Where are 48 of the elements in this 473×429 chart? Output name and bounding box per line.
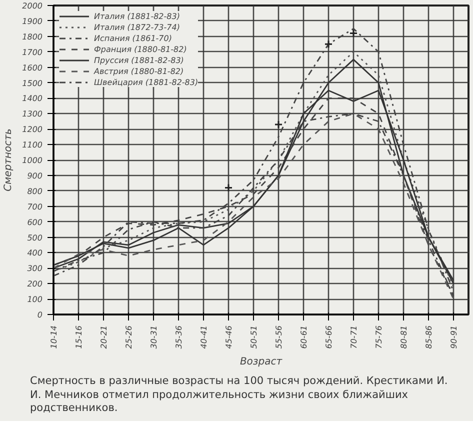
y-tick-label: 500 [27, 233, 43, 242]
y-tick-label: 900 [27, 171, 43, 180]
y-tick-label: 1900 [22, 16, 42, 26]
legend-label: Франция (1880-81-82) [94, 44, 187, 54]
y-axis-title: Смертность [3, 128, 14, 192]
y-tick-label: 1300 [22, 110, 42, 119]
x-tick-label: 40-41 [200, 325, 208, 349]
y-tick-label: 1100 [22, 140, 42, 150]
y-tick-label: 2000 [22, 2, 42, 10]
text: Смертность в различные возрасты на 100 тысяч рождений. Крестиками И. И. Мечников отметил продолжительность жизни своих ближайших родственников. [30, 375, 449, 416]
y-tick-label: 100 [27, 295, 43, 304]
y-tick-label: 0 [37, 310, 43, 320]
x-tick-label: 85-86 [424, 325, 434, 349]
y-tick-label: 1000 [22, 156, 42, 165]
y-tick-label: 1200 [22, 125, 42, 134]
y-tick-label: 600 [27, 218, 43, 227]
x-tick-label: 60-61 [300, 325, 308, 349]
y-tick-label: 800 [27, 186, 43, 196]
x-tick-label: 15-16 [74, 325, 84, 349]
legend-label: Испания (1861-70) [94, 33, 172, 43]
y-tick-label: 200 [27, 280, 43, 289]
x-tick-label: 75-76 [374, 325, 384, 349]
x-tick-label: 55-56 [274, 325, 284, 349]
legend-label: Австрия (1880-81-82) [94, 66, 184, 76]
legend-label: Пруссия (1881-82-83) [94, 55, 184, 65]
legend-label: Швейцария (1881-82-83) [94, 77, 198, 87]
x-tick-label: 20-21 [100, 325, 108, 349]
y-tick-label: 400 [27, 248, 43, 258]
x-axis-title: Возраст [240, 356, 284, 368]
x-tick-label: 45-46 [224, 325, 234, 349]
y-tick-label: 1500 [22, 78, 42, 88]
y-tick-label: 1400 [22, 94, 42, 104]
y-tick-label: 1600 [22, 63, 42, 72]
x-tick-label: 30-31 [150, 325, 158, 349]
x-tick-label: 70-71 [350, 325, 358, 349]
x-tick-label: 90-91 [450, 325, 458, 349]
legend-label: Италия (1881-82-83) [94, 11, 180, 21]
x-tick-label: 65-66 [324, 325, 334, 349]
legend-label: Италия (1872-73-74) [94, 22, 180, 32]
x-tick-label: 25-26 [124, 325, 134, 349]
y-tick-label: 1800 [22, 32, 42, 42]
x-tick-label: 50-51 [250, 325, 258, 349]
y-tick-label: 300 [27, 264, 43, 274]
x-tick-label: 10-14 [50, 325, 58, 349]
y-tick-label: 1700 [22, 48, 42, 57]
y-tick-label: 700 [27, 202, 43, 212]
x-tick-label: 35-36 [174, 325, 184, 349]
x-tick-label: 80-81 [400, 325, 408, 349]
